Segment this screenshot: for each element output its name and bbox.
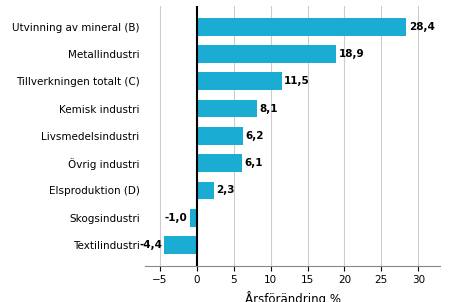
- Bar: [197, 18, 406, 36]
- Text: 2,3: 2,3: [216, 185, 235, 195]
- Text: 6,1: 6,1: [244, 158, 262, 168]
- Text: 11,5: 11,5: [284, 76, 310, 86]
- Text: -4,4: -4,4: [139, 240, 162, 250]
- Bar: [197, 154, 242, 172]
- Bar: [197, 72, 282, 90]
- Bar: [197, 127, 243, 145]
- Text: -1,0: -1,0: [165, 213, 188, 223]
- Bar: [164, 236, 197, 254]
- Bar: [190, 209, 197, 227]
- Text: 18,9: 18,9: [339, 49, 364, 59]
- Text: 8,1: 8,1: [259, 104, 277, 114]
- Bar: [197, 45, 336, 63]
- Bar: [197, 100, 257, 117]
- Bar: [197, 182, 214, 199]
- X-axis label: Årsförändring %: Årsförändring %: [245, 291, 341, 302]
- Text: 28,4: 28,4: [409, 22, 434, 32]
- Text: 6,2: 6,2: [245, 131, 263, 141]
